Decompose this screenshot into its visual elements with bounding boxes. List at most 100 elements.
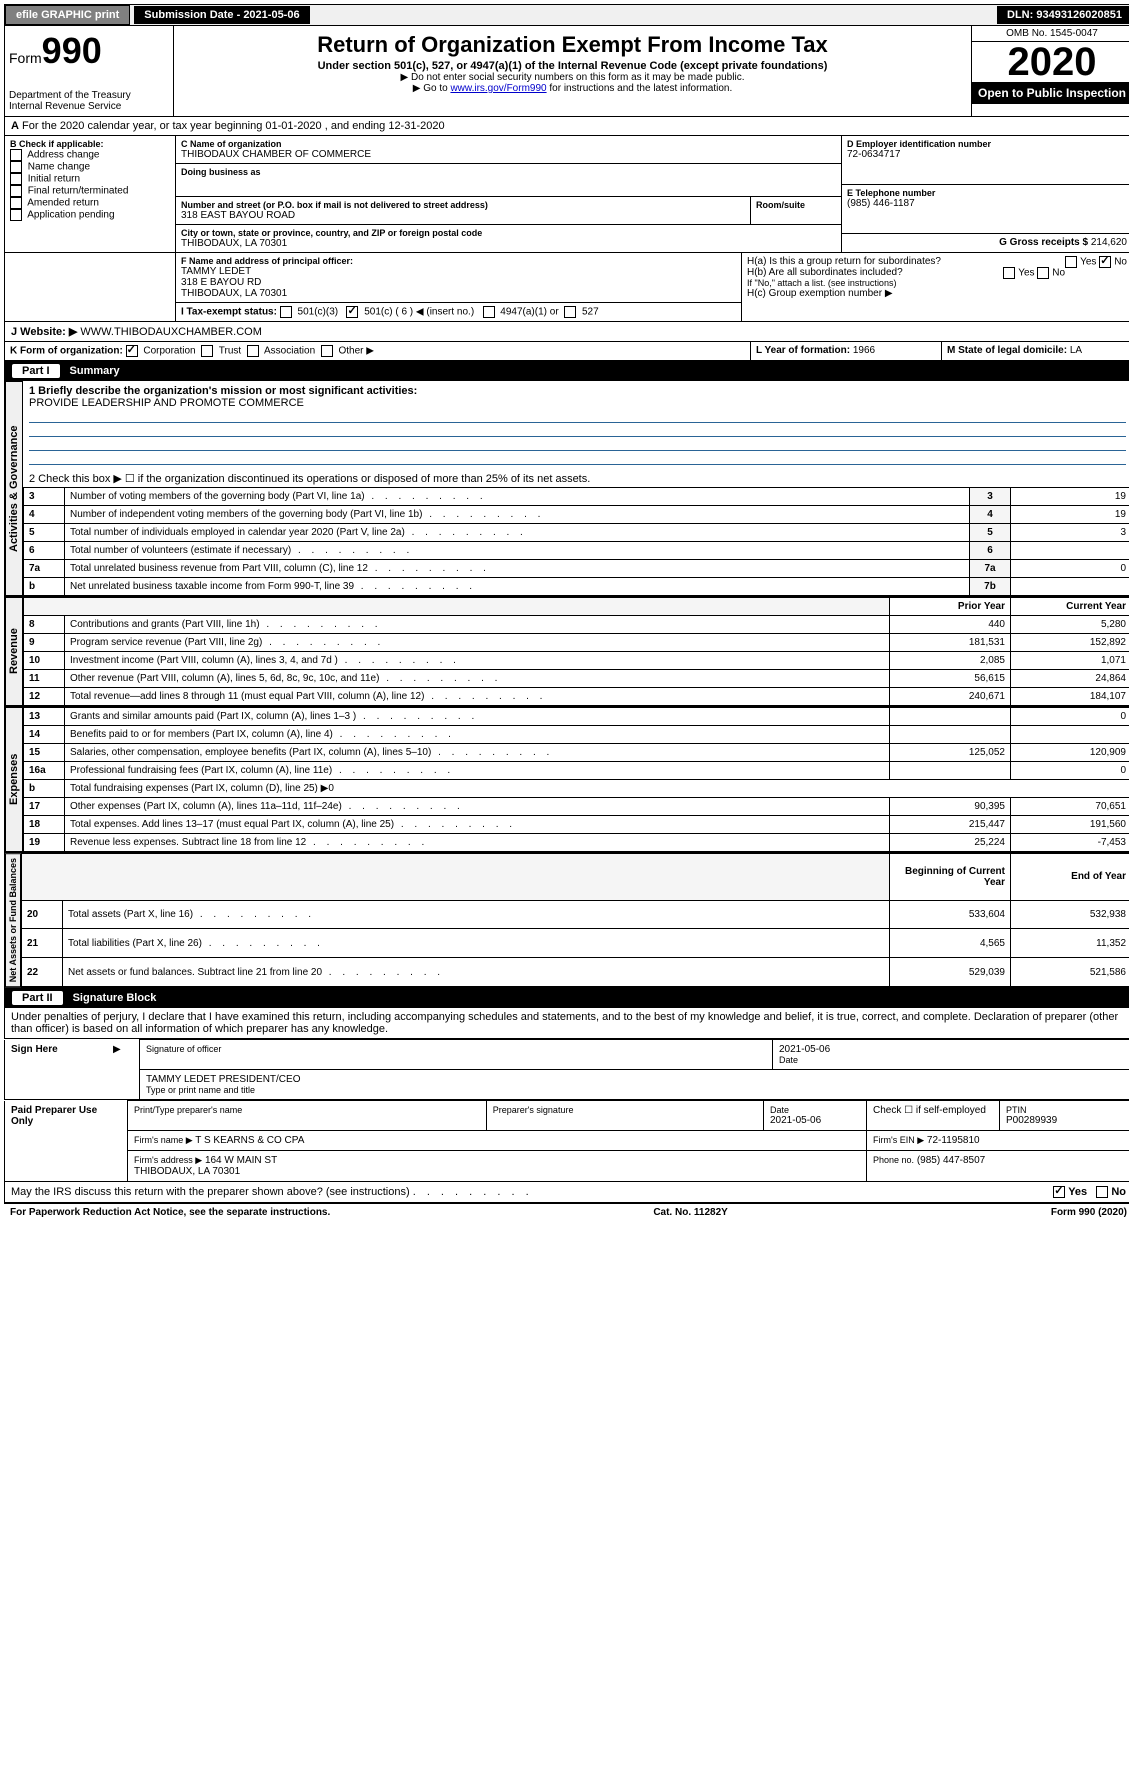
summary-row: 20 Total assets (Part X, line 16) 533,60…: [22, 900, 1129, 929]
checkbox-527[interactable]: [564, 306, 576, 318]
k-corp[interactable]: [126, 345, 138, 357]
prep-date: 2021-05-06: [770, 1115, 860, 1126]
line-1-label: 1 Briefly describe the organization's mi…: [29, 385, 1126, 397]
sig-officer-label: Signature of officer: [146, 1044, 766, 1054]
box-b-option: Address change: [10, 149, 170, 161]
summary-row: 5 Total number of individuals employed i…: [24, 524, 1129, 542]
summary-row: 19 Revenue less expenses. Subtract line …: [24, 834, 1129, 852]
box-f-label: F Name and address of principal officer:: [181, 256, 736, 266]
summary-row: 14 Benefits paid to or for members (Part…: [24, 726, 1129, 744]
checkbox-icon[interactable]: [10, 185, 22, 197]
h-b-row: H(b) Are all subordinates included? Yes …: [747, 267, 1127, 278]
type-name-label: Type or print name and title: [146, 1085, 1126, 1095]
officer-addr1: 318 E BAYOU RD: [181, 277, 736, 288]
vert-revenue: Revenue: [5, 597, 23, 706]
year-formation: 1966: [853, 345, 875, 356]
officer-type-name: TAMMY LEDET PRESIDENT/CEO: [146, 1074, 1126, 1085]
box-i-row: I Tax-exempt status: 501(c)(3) 501(c) ( …: [176, 303, 741, 321]
prep-sig-label: Preparer's signature: [493, 1105, 757, 1115]
form-subtitle: Under section 501(c), 527, or 4947(a)(1)…: [178, 60, 967, 72]
revenue-block: Revenue Prior YearCurrent Year8 Contribu…: [4, 597, 1129, 707]
summary-row: 7a Total unrelated business revenue from…: [24, 560, 1129, 578]
submission-date: Submission Date - 2021-05-06: [134, 6, 309, 24]
summary-row: 10 Investment income (Part VIII, column …: [24, 652, 1129, 670]
discuss-yes[interactable]: [1053, 1186, 1065, 1198]
box-b-option: Application pending: [10, 209, 170, 221]
checkbox-icon[interactable]: [10, 149, 22, 161]
hb-no[interactable]: [1037, 267, 1049, 279]
k-other[interactable]: [321, 345, 333, 357]
org-name: THIBODAUX CHAMBER OF COMMERCE: [181, 149, 836, 160]
org-info-block: B Check if applicable: Address change Na…: [4, 136, 1129, 253]
box-j-row: J Website: ▶ WWW.THIBODAUXCHAMBER.COM: [4, 322, 1129, 342]
k-assoc[interactable]: [247, 345, 259, 357]
ha-yes[interactable]: [1065, 256, 1077, 268]
firm-addr1: 164 W MAIN ST: [205, 1155, 277, 1166]
box-b-option: Name change: [10, 161, 170, 173]
firm-phone: (985) 447-8507: [917, 1155, 985, 1166]
expenses-block: Expenses 13 Grants and similar amounts p…: [4, 707, 1129, 853]
net-assets-block: Net Assets or Fund Balances Beginning of…: [4, 853, 1129, 988]
ssn-note: ▶ Do not enter social security numbers o…: [178, 72, 967, 83]
ptin-label: PTIN: [1006, 1105, 1126, 1115]
box-g-label: G Gross receipts $: [999, 237, 1088, 248]
footer: For Paperwork Reduction Act Notice, see …: [4, 1203, 1129, 1221]
discuss-no[interactable]: [1096, 1186, 1108, 1198]
k-trust[interactable]: [201, 345, 213, 357]
hb-yes[interactable]: [1003, 267, 1015, 279]
firm-addr2: THIBODAUX, LA 70301: [134, 1166, 240, 1177]
officer-addr2: THIBODAUX, LA 70301: [181, 288, 736, 299]
ha-no[interactable]: [1099, 256, 1111, 268]
legal-domicile: LA: [1070, 345, 1082, 356]
box-b-header: B Check if applicable:: [10, 139, 170, 149]
gross-receipts: 214,620: [1091, 237, 1127, 248]
summary-row: 4 Number of independent voting members o…: [24, 506, 1129, 524]
checkbox-icon[interactable]: [10, 173, 22, 185]
summary-row: 12 Total revenue—add lines 8 through 11 …: [24, 688, 1129, 706]
paid-preparer-label: Paid Preparer Use Only: [5, 1101, 128, 1182]
prep-date-label: Date: [770, 1105, 860, 1115]
checkbox-icon[interactable]: [10, 209, 22, 221]
sig-date: 2021-05-06: [779, 1044, 1126, 1055]
part-i-header: Part I Summary: [4, 361, 1129, 381]
addr-label: Number and street (or P.O. box if mail i…: [181, 200, 745, 210]
box-b-option: Final return/terminated: [10, 185, 170, 197]
sign-here-label: Sign Here: [5, 1040, 108, 1100]
mission-text: PROVIDE LEADERSHIP AND PROMOTE COMMERCE: [29, 397, 1126, 409]
form-number: Form990: [9, 30, 169, 72]
h-b-note: If "No," attach a list. (see instruction…: [747, 278, 1127, 288]
box-e-label: E Telephone number: [847, 188, 1127, 198]
checkbox-501c3[interactable]: [280, 306, 292, 318]
firm-ein: 72-1195810: [927, 1135, 980, 1146]
org-city: THIBODAUX, LA 70301: [181, 238, 836, 249]
perjury-declaration: Under penalties of perjury, I declare th…: [4, 1008, 1129, 1039]
period-line-a: A For the 2020 calendar year, or tax yea…: [4, 117, 1129, 136]
summary-row: 17 Other expenses (Part IX, column (A), …: [24, 798, 1129, 816]
box-d-label: D Employer identification number: [847, 139, 1127, 149]
dept-treasury: Department of the Treasury: [9, 90, 169, 101]
summary-row: 3 Number of voting members of the govern…: [24, 488, 1129, 506]
vert-expenses: Expenses: [5, 707, 23, 852]
efile-print-button[interactable]: efile GRAPHIC print: [5, 5, 130, 25]
dln-number: DLN: 93493126020851: [997, 6, 1129, 24]
city-label: City or town, state or province, country…: [181, 228, 836, 238]
part-ii-header: Part II Signature Block: [4, 988, 1129, 1008]
checkbox-4947[interactable]: [483, 306, 495, 318]
open-public-badge: Open to Public Inspection: [972, 82, 1129, 104]
box-b-option: Amended return: [10, 197, 170, 209]
checkbox-icon[interactable]: [10, 197, 22, 209]
org-address: 318 EAST BAYOU ROAD: [181, 210, 745, 221]
box-c-label: C Name of organization: [181, 139, 836, 149]
summary-row: 13 Grants and similar amounts paid (Part…: [24, 708, 1129, 726]
checkbox-icon[interactable]: [10, 161, 22, 173]
dba-label: Doing business as: [181, 167, 836, 177]
box-b-option: Initial return: [10, 173, 170, 185]
top-bar: efile GRAPHIC print Submission Date - 20…: [4, 4, 1129, 26]
summary-row: 15 Salaries, other compensation, employe…: [24, 744, 1129, 762]
firm-name: T S KEARNS & CO CPA: [195, 1135, 304, 1146]
checkbox-501c[interactable]: [346, 306, 358, 318]
line-2: 2 Check this box ▶ ☐ if the organization…: [23, 470, 1129, 487]
sign-here-block: Sign Here ▶ Signature of officer 2021-05…: [4, 1039, 1129, 1100]
klm-row: K Form of organization: Corporation Trus…: [4, 342, 1129, 361]
instructions-link[interactable]: www.irs.gov/Form990: [450, 83, 546, 94]
